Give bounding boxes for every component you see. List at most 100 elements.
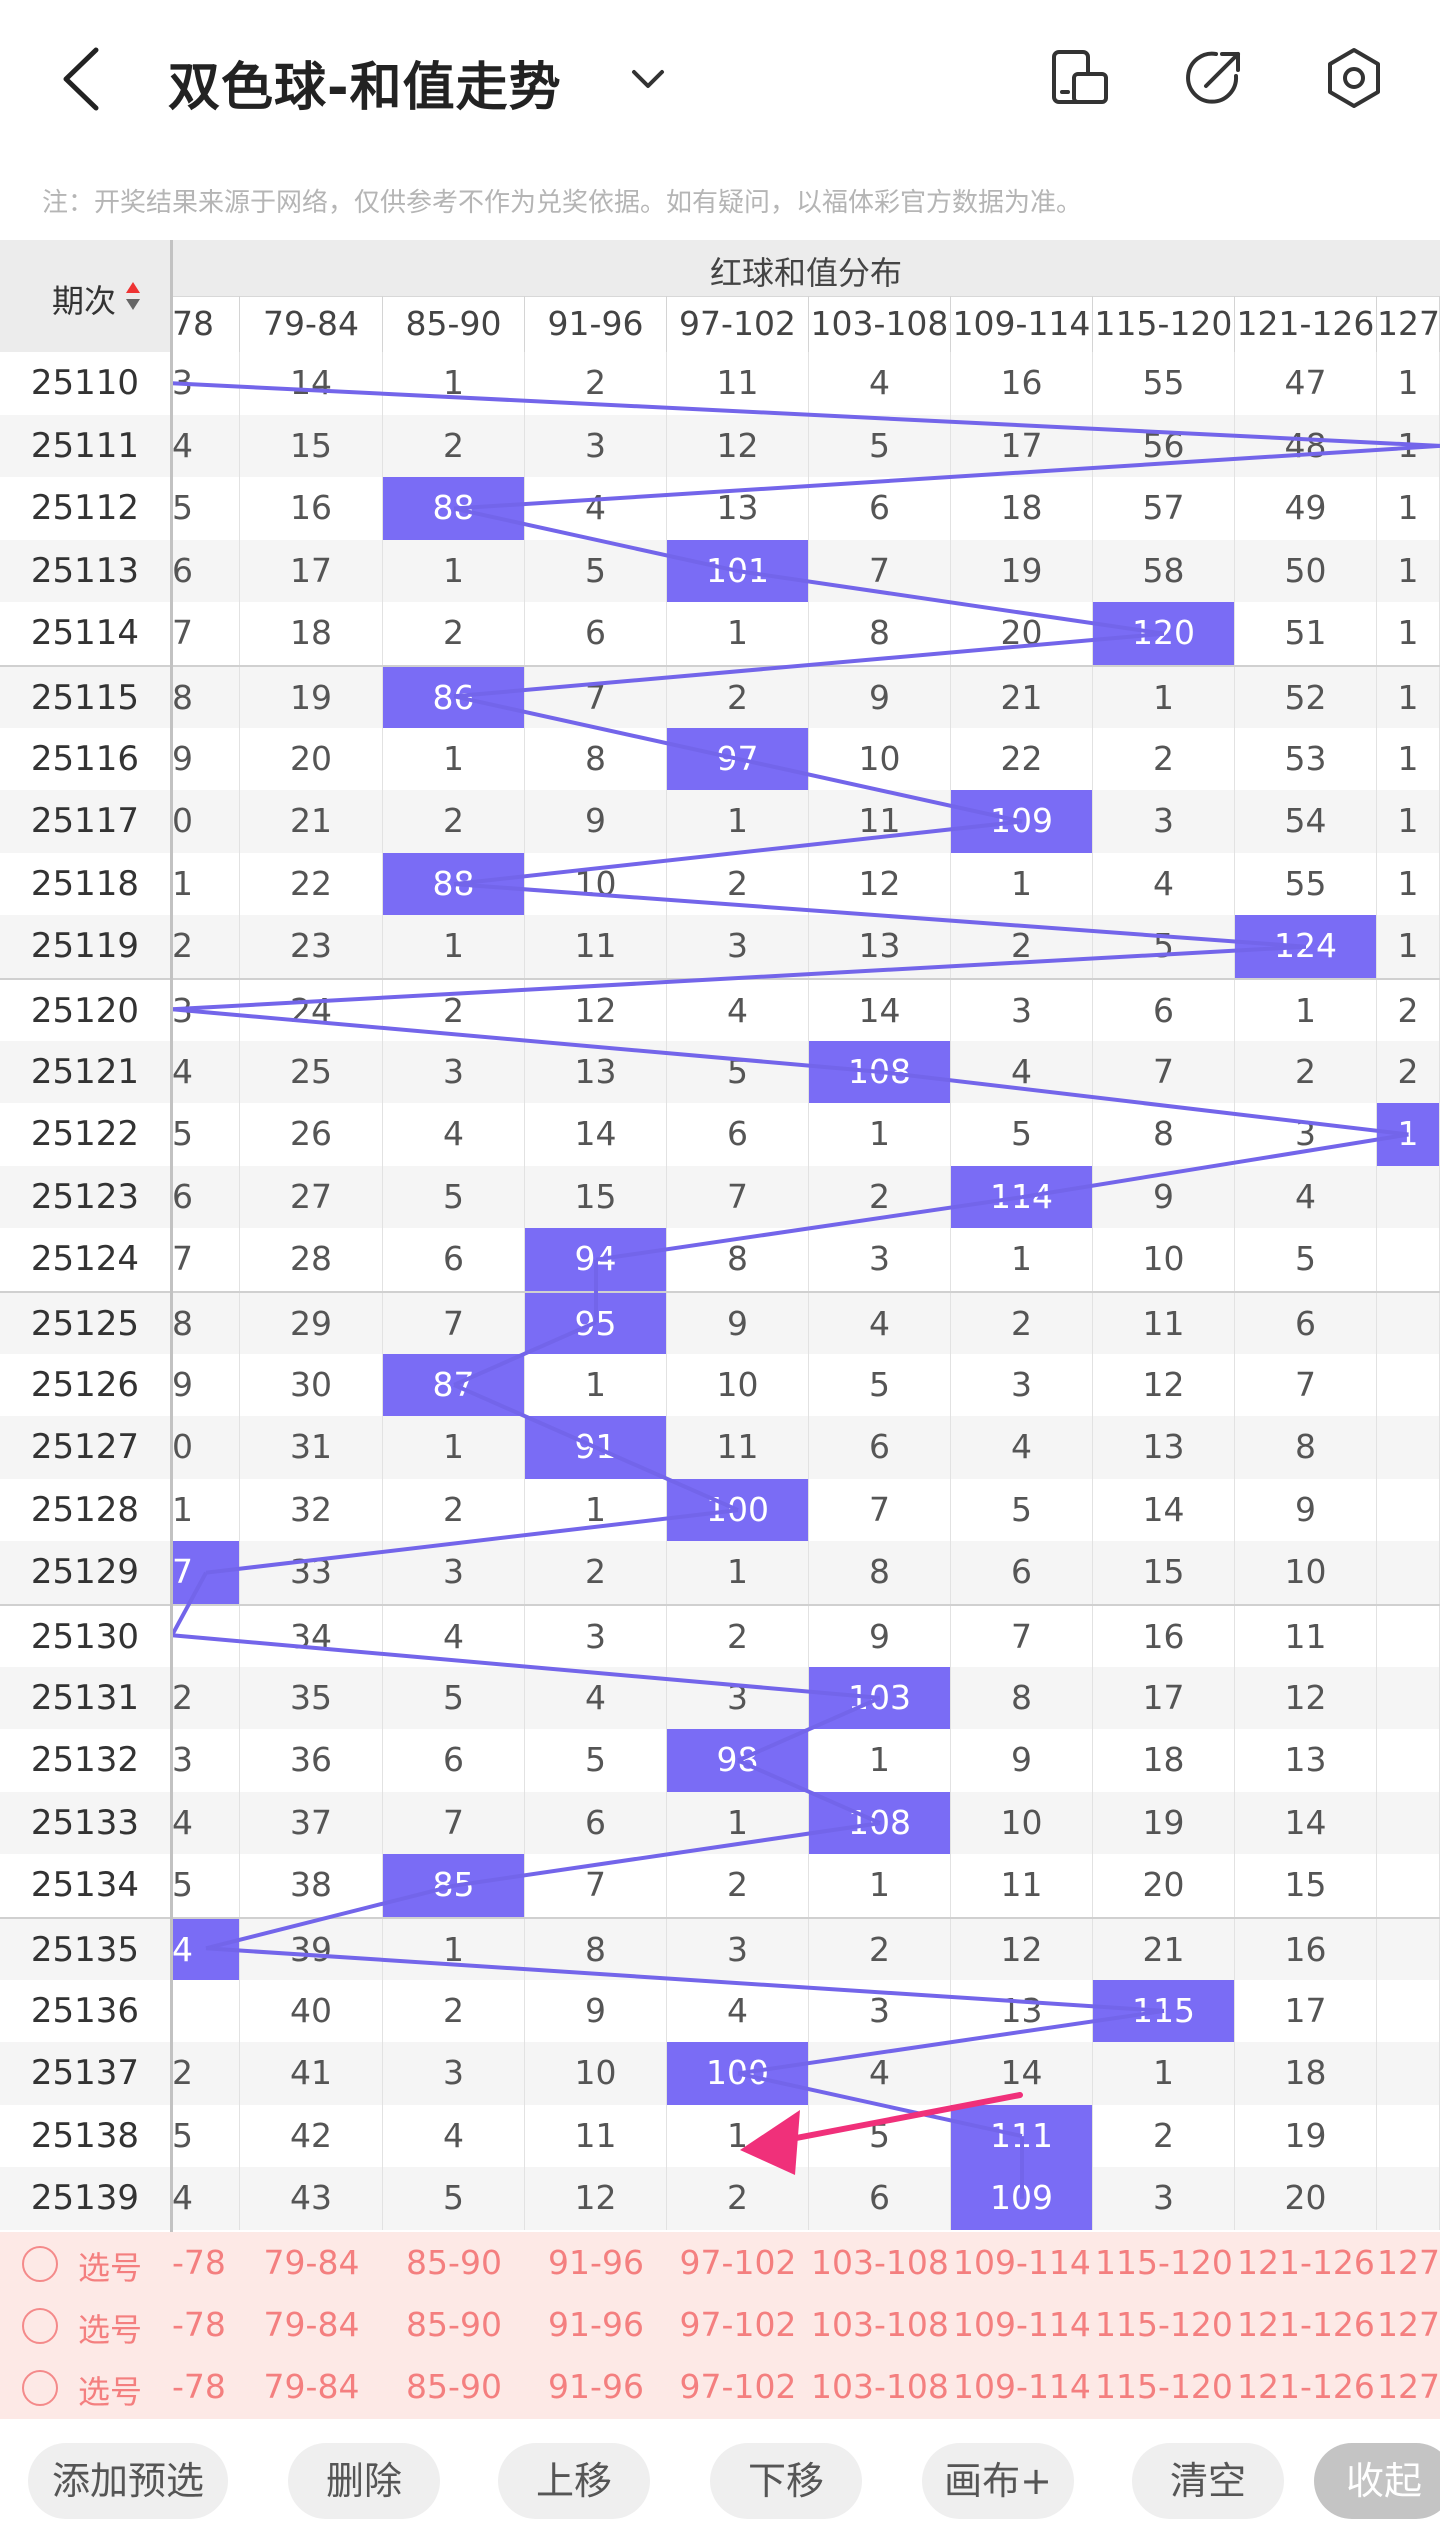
pick-range-cell[interactable]: 109-114: [953, 2305, 1091, 2344]
back-arrow-icon[interactable]: [52, 44, 112, 114]
trend-line-chart: [170, 381, 1440, 2199]
pick-range-cell[interactable]: 85-90: [406, 2367, 502, 2406]
pick-range-cell[interactable]: 103-108: [811, 2367, 949, 2406]
delete-button[interactable]: 删除: [288, 2443, 440, 2519]
sort-icon[interactable]: [124, 276, 142, 316]
share-icon[interactable]: [1182, 46, 1246, 110]
period-number: 25130: [30, 1617, 140, 1657]
pick-label[interactable]: 选号: [78, 2249, 143, 2287]
omission-cell: 4: [525, 1666, 667, 1730]
omission-cell: 3: [383, 1040, 525, 1104]
period-number: 25124: [30, 1239, 140, 1280]
pick-range-cell[interactable]: 79-84: [263, 2243, 360, 2282]
omission-cell: 22: [240, 852, 383, 916]
trend-segment: [453, 819, 1023, 887]
omission-cell: 13: [951, 1979, 1093, 2043]
pick-range-cell[interactable]: 109-114: [953, 2243, 1091, 2282]
screen-rotate-icon[interactable]: [1048, 46, 1112, 110]
range-header-cell: 91-96: [525, 296, 667, 352]
table-row: 25132 3 36 6 5 98 1 9 18 13: [0, 1729, 1440, 1792]
pick-range-cell[interactable]: -78: [172, 2367, 226, 2406]
pick-range-cell[interactable]: 115-120: [1095, 2367, 1233, 2406]
period-number: 25136: [30, 1990, 140, 2031]
omission-cell: 4: [383, 1606, 525, 1667]
omission-cell: 6: [1235, 1293, 1377, 1354]
omission-cell: 6: [525, 1791, 667, 1855]
pick-range-cell[interactable]: -78: [172, 2305, 226, 2344]
omission-cell: 2: [383, 980, 525, 1041]
omission-cell: 9: [172, 1353, 240, 1417]
pick-range-cell[interactable]: 103-108: [811, 2243, 949, 2282]
pick-label[interactable]: 选号: [78, 2373, 143, 2411]
clear-button[interactable]: 清空: [1132, 2443, 1284, 2519]
omission-cell: 15: [525, 1165, 667, 1229]
table-row: 25125829795942116: [0, 1291, 1440, 1354]
move-up-button[interactable]: 上移: [498, 2443, 650, 2519]
omission-cell: 5: [383, 1165, 525, 1229]
pick-range-cell[interactable]: 127: [1377, 2367, 1440, 2406]
pick-range-cell[interactable]: 79-84: [263, 2305, 360, 2344]
table-row: 25126 9 30 87 1 10 5 3 12 7: [0, 1353, 1440, 1417]
pick-range-cell[interactable]: 121-126: [1237, 2243, 1375, 2282]
pick-range-cell[interactable]: 91-96: [548, 2243, 644, 2282]
omission-cell: 15: [1093, 1541, 1235, 1604]
omission-cell: 54: [1235, 790, 1377, 853]
pick-radio[interactable]: [22, 2370, 58, 2406]
pick-range-cell[interactable]: 121-126: [1237, 2305, 1375, 2344]
pick-range-cell[interactable]: 109-114: [953, 2367, 1091, 2406]
pick-label[interactable]: 选号: [78, 2311, 143, 2349]
omission-cell: 2: [383, 414, 525, 478]
omission-cell: 7: [172, 602, 240, 665]
settings-icon[interactable]: [1322, 46, 1386, 110]
trend-segment: [205, 1508, 739, 1575]
omission-cell: 2: [667, 667, 809, 728]
pick-range-cell[interactable]: 91-96: [548, 2305, 644, 2344]
trend-segment: [171, 1007, 881, 1074]
page-title[interactable]: 双色球-和值走势: [168, 58, 562, 118]
column-divider: [170, 240, 173, 2419]
pick-range-cell[interactable]: 115-120: [1095, 2305, 1233, 2344]
pick-range-cell[interactable]: 79-84: [263, 2367, 360, 2406]
omission-cell: 5: [809, 414, 951, 478]
omission-cell: 12: [809, 852, 951, 916]
pick-range-cell[interactable]: 97-102: [679, 2305, 797, 2344]
omission-cell: 1: [383, 915, 525, 978]
pick-range-cell[interactable]: 115-120: [1095, 2243, 1233, 2282]
pick-range-cell[interactable]: 85-90: [406, 2243, 502, 2282]
period-column-header[interactable]: 期次: [0, 240, 170, 352]
table-row: 25122526414615831: [0, 1103, 1440, 1166]
number-pick-area: 选号 -78 79-84 85-90 91-96 97-102 103-108 109-114…: [0, 2232, 1440, 2419]
table-row: 25118 1 22 88 10 2 12 1 4 55 1: [0, 852, 1440, 916]
pick-range-cell[interactable]: 85-90: [406, 2305, 502, 2344]
pick-range-cell[interactable]: -78: [172, 2243, 226, 2282]
omission-cell: 14: [240, 352, 383, 415]
pick-range-cell[interactable]: 127: [1377, 2243, 1440, 2282]
period-number: 25134: [30, 1865, 140, 1906]
pick-radio[interactable]: [22, 2246, 58, 2282]
trend-segment: [453, 1320, 597, 1387]
trend-segment: [453, 443, 1440, 511]
omission-cell: 8: [1235, 1416, 1377, 1479]
chevron-down-icon[interactable]: [628, 60, 668, 100]
omission-cell: 8: [172, 1293, 240, 1354]
omission-cell: 10: [1093, 1228, 1235, 1291]
omission-cell: 14: [1093, 1478, 1235, 1542]
add-preselect-button[interactable]: 添加预选: [28, 2443, 228, 2519]
omission-cell: 12: [951, 1919, 1093, 1980]
omission-cell: 9: [809, 1606, 951, 1667]
pick-range-cell[interactable]: 103-108: [811, 2305, 949, 2344]
pick-range-cell[interactable]: 97-102: [679, 2367, 797, 2406]
canvas-button[interactable]: 画布+: [922, 2443, 1074, 2519]
pick-range-cell[interactable]: 91-96: [548, 2367, 644, 2406]
pick-range-cell[interactable]: 97-102: [679, 2243, 797, 2282]
pick-radio[interactable]: [22, 2308, 58, 2344]
omission-cell: 15: [1235, 1854, 1377, 1917]
omission-cell: 27: [240, 1165, 383, 1229]
omission-cell: 2: [383, 790, 525, 853]
omission-cell: 13: [525, 1040, 667, 1104]
move-down-button[interactable]: 下移: [710, 2443, 862, 2519]
pick-range-cell[interactable]: 127: [1377, 2305, 1440, 2344]
pick-range-cell[interactable]: 121-126: [1237, 2367, 1375, 2406]
collapse-button[interactable]: 收起: [1314, 2443, 1440, 2519]
omission-cell: 12: [525, 2167, 667, 2230]
